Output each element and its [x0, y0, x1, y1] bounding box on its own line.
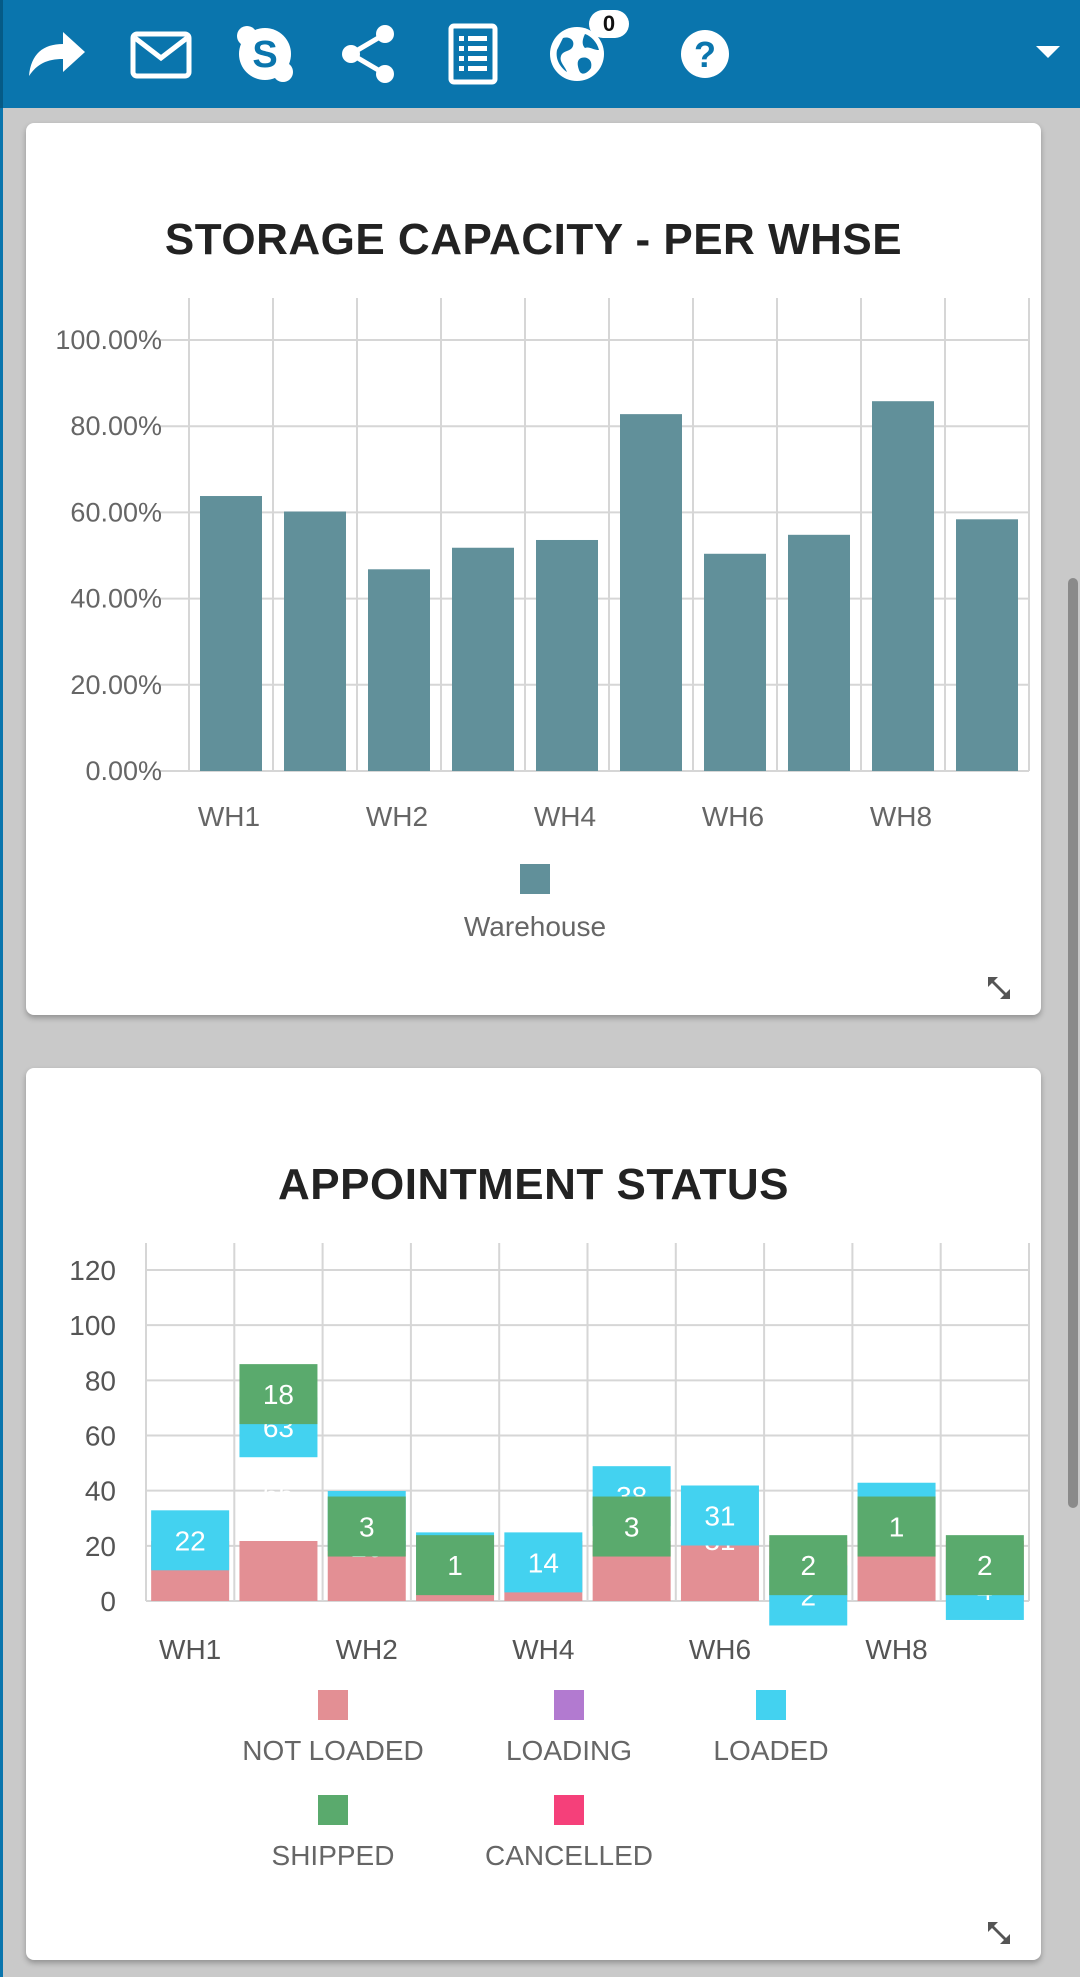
- x-tick-label: WH1: [198, 801, 260, 832]
- y-tick-label: 0.00%: [85, 756, 162, 786]
- help-icon[interactable]: ?: [673, 22, 737, 86]
- x-tick-label: WH6: [702, 801, 764, 832]
- svg-text:S: S: [252, 34, 277, 76]
- y-tick-label: 80.00%: [70, 411, 162, 441]
- legend-swatch: [756, 1690, 786, 1720]
- not-loaded-label: 65: [263, 1478, 294, 1509]
- bar: [620, 414, 682, 771]
- legend-label: LOADING: [506, 1735, 632, 1766]
- storage-capacity-card: STORAGE CAPACITY - PER WHSE 0.00% 20.00% 4…: [26, 123, 1041, 1015]
- x-tick-label: WH8: [870, 801, 932, 832]
- shipped-marker: [239, 1364, 318, 1425]
- bar: [872, 401, 934, 771]
- chart-title: STORAGE CAPACITY - PER WHSE: [164, 215, 903, 264]
- loaded-marker-label: 14: [528, 1547, 559, 1578]
- shipped-marker: [769, 1535, 848, 1596]
- bar: [200, 496, 262, 771]
- not-loaded-bar: [239, 1541, 318, 1601]
- x-tick-label: WH4: [534, 801, 596, 832]
- legend-label: Warehouse: [464, 911, 606, 942]
- x-tick-label: WH6: [689, 1634, 751, 1665]
- not-loaded-bar: [680, 1541, 759, 1601]
- bar: [284, 511, 346, 771]
- bar: [788, 534, 850, 771]
- shipped-marker: [416, 1535, 495, 1596]
- y-tick-label: 0: [100, 1586, 116, 1617]
- svg-text:?: ?: [694, 34, 716, 75]
- x-tick-label: WH8: [865, 1634, 927, 1665]
- share-forward-icon[interactable]: [23, 22, 87, 86]
- expand-icon[interactable]: [984, 973, 1014, 1003]
- x-tick-label: WH4: [512, 1634, 574, 1665]
- y-tick-label: 20.00%: [70, 670, 162, 700]
- shipped-marker-label: 1: [889, 1512, 905, 1543]
- shipped-marker: [945, 1535, 1024, 1596]
- shipped-marker-label: 2: [977, 1550, 993, 1581]
- legend-swatch: [520, 864, 550, 894]
- mail-icon[interactable]: [129, 22, 193, 86]
- scrollbar-thumb[interactable]: [1068, 578, 1078, 1508]
- bar: [704, 553, 766, 771]
- appointment-status-chart: 0204060801001202222656318262931141141435…: [69, 1243, 1030, 1871]
- loaded-marker-label: 31: [704, 1500, 735, 1531]
- y-tick-label: 120: [69, 1255, 116, 1286]
- y-tick-label: 60: [85, 1421, 116, 1452]
- loaded-marker-label: 22: [175, 1525, 206, 1556]
- shipped-marker-label: 3: [359, 1512, 375, 1543]
- shipped-marker-label: 2: [800, 1550, 816, 1581]
- y-tick-label: 20: [85, 1531, 116, 1562]
- loaded-marker: [504, 1532, 583, 1593]
- x-tick-label: WH1: [159, 1634, 221, 1665]
- shipped-marker: [857, 1496, 936, 1557]
- loaded-marker: [680, 1485, 759, 1546]
- bar: [956, 519, 1018, 771]
- left-edge: [0, 108, 3, 1977]
- shipped-marker-label: 3: [624, 1512, 640, 1543]
- legend-label: SHIPPED: [272, 1840, 395, 1871]
- notification-badge: 0: [589, 10, 629, 38]
- bar: [536, 539, 598, 771]
- y-tick-label: 40: [85, 1476, 116, 1507]
- shipped-marker: [592, 1496, 671, 1557]
- appointment-status-card: APPOINTMENT STATUS 020406080100120222265…: [26, 1068, 1041, 1960]
- chart-title: APPOINTMENT STATUS: [278, 1160, 789, 1209]
- legend-swatch: [318, 1690, 348, 1720]
- globe-icon[interactable]: [545, 22, 609, 86]
- legend-label: NOT LOADED: [242, 1735, 424, 1766]
- y-tick-label: 60.00%: [70, 497, 162, 527]
- share-icon[interactable]: [337, 22, 401, 86]
- bar: [452, 547, 514, 771]
- legend-swatch: [554, 1690, 584, 1720]
- storage-capacity-chart: 0.00% 20.00% 40.00% 60.00% 80.00% 100.00% WH1 W…: [55, 298, 1030, 942]
- legend-swatch: [554, 1795, 584, 1825]
- top-toolbar: S 0 ?: [0, 0, 1080, 108]
- x-tick-label: WH2: [336, 1634, 398, 1665]
- list-icon[interactable]: [441, 22, 505, 86]
- shipped-marker-label: 18: [263, 1379, 294, 1410]
- dropdown-caret-icon[interactable]: [1033, 42, 1063, 62]
- y-tick-label: 100: [69, 1310, 116, 1341]
- y-tick-label: 40.00%: [70, 584, 162, 614]
- legend-label: LOADED: [713, 1735, 828, 1766]
- legend-swatch: [318, 1795, 348, 1825]
- x-tick-label: WH2: [366, 801, 428, 832]
- bar: [368, 569, 430, 771]
- skype-icon[interactable]: S: [233, 22, 297, 86]
- shipped-marker-label: 1: [447, 1550, 463, 1581]
- loaded-marker: [151, 1510, 230, 1571]
- y-tick-label: 100.00%: [55, 325, 162, 355]
- expand-icon[interactable]: [984, 1918, 1014, 1948]
- legend-label: CANCELLED: [485, 1840, 653, 1871]
- shipped-marker: [327, 1496, 406, 1557]
- y-tick-label: 80: [85, 1365, 116, 1396]
